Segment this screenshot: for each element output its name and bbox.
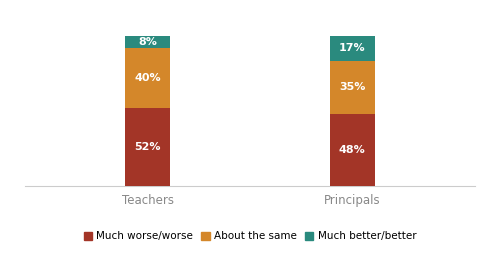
Text: 40%: 40% — [134, 73, 161, 83]
Bar — [330, 61, 375, 114]
Bar — [125, 36, 170, 48]
Text: 48%: 48% — [339, 145, 365, 155]
Bar — [125, 48, 170, 108]
Bar — [330, 36, 375, 61]
Text: 17%: 17% — [339, 43, 365, 53]
Bar — [125, 108, 170, 186]
Text: 52%: 52% — [134, 142, 161, 152]
Bar — [330, 114, 375, 186]
Legend: Much worse/worse, About the same, Much better/better: Much worse/worse, About the same, Much b… — [80, 227, 420, 246]
Text: 8%: 8% — [138, 37, 157, 47]
Text: 35%: 35% — [339, 83, 365, 92]
